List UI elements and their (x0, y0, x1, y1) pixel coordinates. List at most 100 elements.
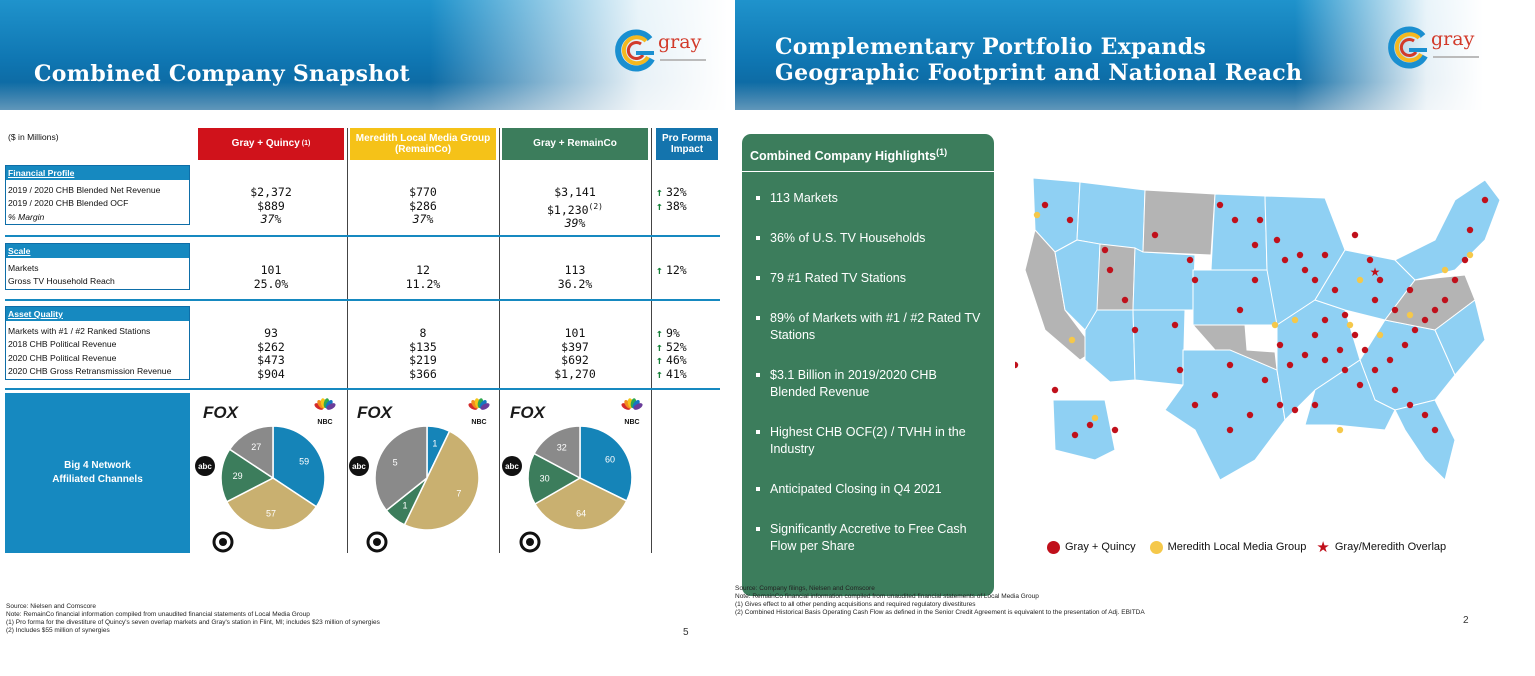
station-marker (1015, 361, 1019, 369)
station-marker (1251, 276, 1259, 284)
cbs-eye-icon (366, 531, 388, 553)
station-marker (1301, 351, 1309, 359)
footnotes: Source: Company filings, Nielsen and Com… (735, 585, 1145, 616)
up-arrow-icon: ↑ (656, 366, 663, 381)
station-marker (1406, 401, 1414, 409)
station-marker (1236, 306, 1244, 314)
row-label: 2020 CHB Gross Retransmission Revenue (8, 366, 172, 377)
station-marker (1176, 366, 1184, 374)
pie-value-label: 32 (557, 443, 567, 453)
gray-logo-icon (615, 29, 655, 72)
impact-asset: ↑ 9% ↑ 52% ↑ 46% ↑ 41% (656, 326, 687, 381)
pie-slice-abc (527, 452, 582, 506)
legend-label: Gray + Quincy (1065, 541, 1136, 553)
station-marker (1273, 236, 1281, 244)
legend-gray-quincy-icon (1047, 540, 1060, 554)
station-marker (1356, 381, 1364, 389)
row-label: Gross TV Household Reach (8, 276, 115, 287)
station-marker (1431, 306, 1439, 314)
meredith-marker (1441, 266, 1449, 274)
fox-logo-icon: FOX (510, 403, 547, 422)
pie-value-label: 5 (393, 458, 398, 468)
station-marker (1106, 266, 1114, 274)
pie-value-label: 64 (576, 508, 586, 518)
station-marker (1256, 216, 1264, 224)
page-number: 2 (1463, 615, 1469, 626)
row-label: % Margin (8, 211, 45, 222)
row-label: Markets with #1 / #2 Ranked Stations (8, 326, 151, 336)
station-marker (1211, 391, 1219, 399)
pie-value-label: 30 (540, 474, 550, 484)
star-icon: ★ (1316, 539, 1330, 556)
header-gray-quincy: Gray + Quincy (1) (198, 128, 344, 160)
abc-logo-icon (349, 456, 369, 476)
station-marker (1086, 421, 1094, 429)
station-marker (1461, 256, 1469, 264)
station-marker (1321, 316, 1329, 324)
pie-remainco: 1 7 1 5 FOX NBC abc (349, 398, 490, 553)
station-marker (1321, 251, 1329, 259)
station-marker (1391, 306, 1399, 314)
meredith-marker (1466, 251, 1474, 259)
station-marker (1451, 276, 1459, 284)
station-marker (1131, 326, 1139, 334)
row-label: 2018 CHB Political Revenue (8, 339, 117, 350)
units-label: ($ in Millions) (8, 132, 59, 142)
station-marker (1376, 276, 1384, 284)
pie-value-label: 7 (456, 488, 461, 498)
header-remainco: Meredith Local Media Group (RemainCo) (350, 128, 496, 160)
page-title: Complementary Portfolio Expands Geograph… (775, 34, 1303, 87)
station-marker (1291, 406, 1299, 414)
station-marker (1321, 356, 1329, 364)
abc-logo-icon (195, 456, 215, 476)
station-marker (1366, 256, 1374, 264)
row-label: Markets (8, 263, 39, 273)
meredith-marker (1346, 321, 1354, 329)
page-number: 5 (683, 627, 689, 638)
gray-logo: gray (1383, 22, 1481, 78)
row-label: 2019 / 2020 CHB Blended OCF (8, 198, 129, 209)
footnotes: Source: Nielsen and Comscore Note: Remai… (6, 603, 380, 634)
values-gray-remainco: 113 36.2% (557, 263, 593, 291)
nbc-peacock-icon (314, 398, 336, 410)
station-marker (1251, 241, 1259, 249)
nbc-logo-label: NBC (624, 419, 639, 426)
station-marker (1226, 426, 1234, 434)
values-gray-quincy: 93 $262 $473 $904 (257, 326, 285, 381)
station-marker (1406, 286, 1414, 294)
station-marker (1421, 411, 1429, 419)
highlight-item: 36% of U.S. TV Households (756, 230, 986, 247)
station-marker (1041, 201, 1049, 209)
row-label: 2019 / 2020 CHB Blended Net Revenue (8, 185, 161, 195)
station-marker (1351, 231, 1359, 239)
station-marker (1311, 401, 1319, 409)
station-marker (1431, 426, 1439, 434)
meredith-marker (1091, 414, 1099, 422)
station-marker (1151, 231, 1159, 239)
station-marker (1341, 311, 1349, 319)
station-marker (1071, 431, 1079, 439)
highlights-list: 113 Markets 36% of U.S. TV Households 79… (756, 190, 986, 578)
up-arrow-icon: ↑ (656, 339, 663, 354)
station-marker (1421, 316, 1429, 324)
pie-value-label: 57 (266, 508, 276, 518)
gray-logo-icon (1388, 26, 1428, 69)
map-legend: Gray + Quincy Meredith Local Media Group… (1047, 538, 1446, 556)
station-marker (1301, 266, 1309, 274)
highlight-item: 79 #1 Rated TV Stations (756, 270, 986, 287)
pie-slice-fox (533, 425, 581, 480)
impact-financial: ↑ 32% ↑ 38% (656, 185, 687, 213)
station-marker (1186, 256, 1194, 264)
highlight-item: Highest CHB OCF(2) / TVHH in the Industr… (756, 424, 986, 458)
abc-logo-label: abc (505, 462, 519, 471)
station-marker (1276, 341, 1284, 349)
up-arrow-icon: ↑ (656, 198, 663, 213)
station-marker (1171, 321, 1179, 329)
nbc-logo-label: NBC (317, 419, 332, 426)
highlight-item: Anticipated Closing in Q4 2021 (756, 481, 986, 498)
station-marker (1361, 346, 1369, 354)
pie-value-label: 60 (605, 454, 615, 464)
nbc-logo-label: NBC (471, 419, 486, 426)
abc-logo-label: abc (198, 462, 212, 471)
station-marker (1411, 326, 1419, 334)
